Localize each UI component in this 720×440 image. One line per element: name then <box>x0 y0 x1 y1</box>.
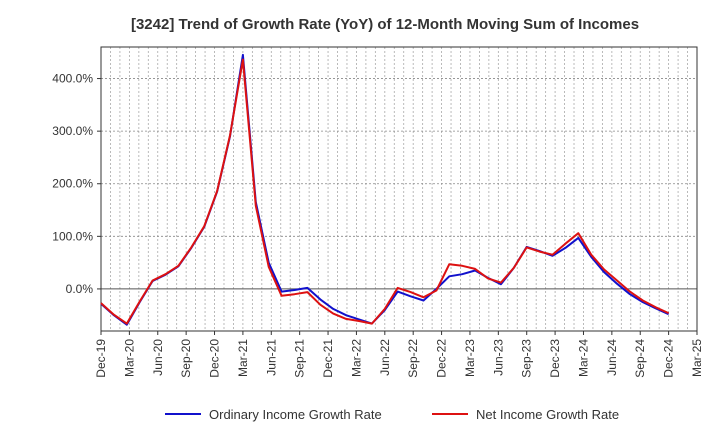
x-tick-label: Dec-19 <box>94 339 108 378</box>
x-tick-label: Dec-23 <box>548 339 562 378</box>
legend-label-1: Ordinary Income Growth Rate <box>209 407 382 422</box>
x-tick-label: Dec-20 <box>208 339 222 378</box>
y-tick-label: 100.0% <box>52 229 93 243</box>
plot-frame <box>100 46 698 332</box>
x-tick-label: Mar-24 <box>576 339 590 377</box>
x-tick-label: Dec-24 <box>662 339 676 378</box>
y-tick-label: 400.0% <box>52 72 93 86</box>
y-tick-label: 0.0% <box>66 282 94 296</box>
x-tick-label: Sep-22 <box>406 339 420 378</box>
x-tick-label: Sep-23 <box>520 339 534 378</box>
x-tick-label: Mar-25 <box>690 339 704 377</box>
grid <box>101 47 697 331</box>
legend-label-2: Net Income Growth Rate <box>476 407 619 422</box>
series-line-2 <box>100 58 670 325</box>
series-lines <box>100 53 670 326</box>
x-tick-label: Jun-22 <box>378 339 392 376</box>
x-tick-label: Jun-20 <box>151 339 165 376</box>
x-tick-label: Dec-21 <box>321 339 335 378</box>
x-tick-label: Mar-21 <box>236 339 250 377</box>
x-tick-label: Jun-24 <box>605 339 619 376</box>
x-tick-label: Jun-21 <box>264 339 278 376</box>
tick-labels: 0.0% 100.0% 200.0% 300.0% 400.0% Dec-19 Mar-20… <box>52 72 704 378</box>
x-tick-label: Mar-22 <box>349 339 363 377</box>
x-tick-label: Dec-22 <box>435 339 449 378</box>
x-tick-label: Sep-20 <box>179 339 193 378</box>
x-tick-label: Mar-23 <box>463 339 477 377</box>
y-tick-label: 200.0% <box>52 177 93 191</box>
x-tick-label: Sep-24 <box>633 339 647 378</box>
y-tick-label: 300.0% <box>52 124 93 138</box>
x-tick-label: Sep-21 <box>293 339 307 378</box>
legend: Ordinary Income Growth Rate Net Income Gr… <box>165 407 619 422</box>
x-tick-label: Jun-23 <box>491 339 505 376</box>
chart-title: [3242] Trend of Growth Rate (YoY) of 12-… <box>131 16 639 33</box>
x-tick-label: Mar-20 <box>122 339 136 377</box>
